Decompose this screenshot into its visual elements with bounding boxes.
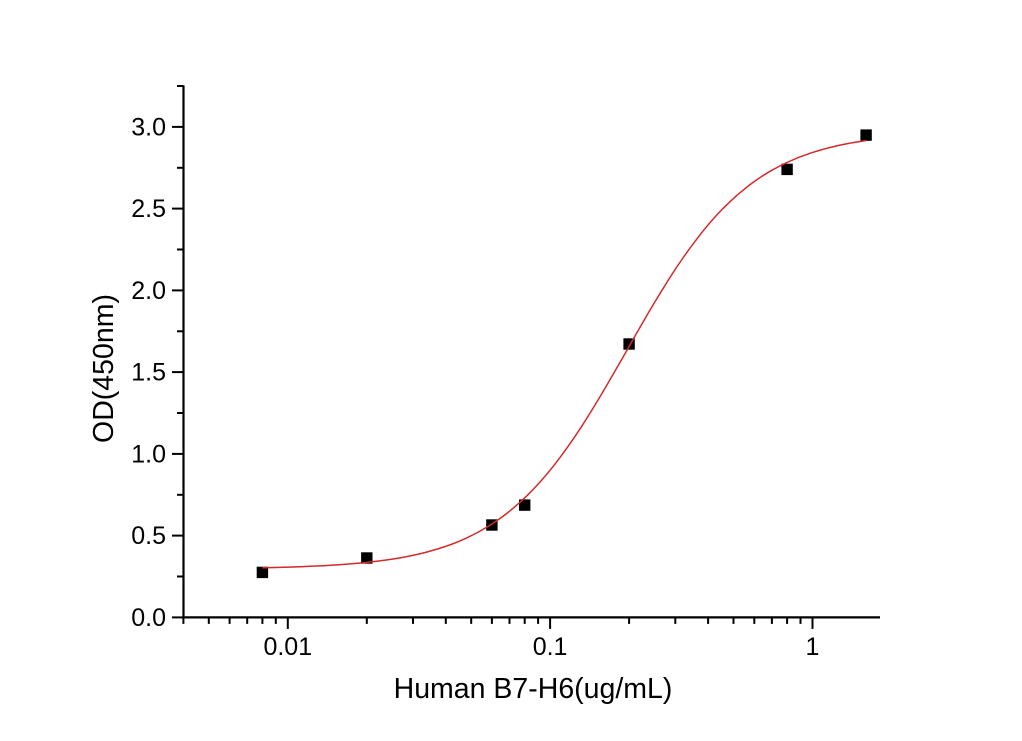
- svg-text:0.01: 0.01: [263, 633, 312, 661]
- svg-text:OD(450nm): OD(450nm): [88, 294, 120, 443]
- svg-text:1: 1: [806, 633, 820, 661]
- svg-text:0.1: 0.1: [533, 633, 568, 661]
- svg-text:0.5: 0.5: [131, 522, 166, 550]
- svg-text:2.5: 2.5: [131, 195, 166, 223]
- svg-text:Human B7-H6(ug/mL): Human B7-H6(ug/mL): [394, 673, 673, 705]
- svg-text:3.0: 3.0: [131, 113, 166, 141]
- svg-text:1.5: 1.5: [131, 359, 166, 387]
- svg-text:0.0: 0.0: [131, 604, 166, 632]
- svg-text:2.0: 2.0: [131, 277, 166, 305]
- svg-text:1.0: 1.0: [131, 440, 166, 468]
